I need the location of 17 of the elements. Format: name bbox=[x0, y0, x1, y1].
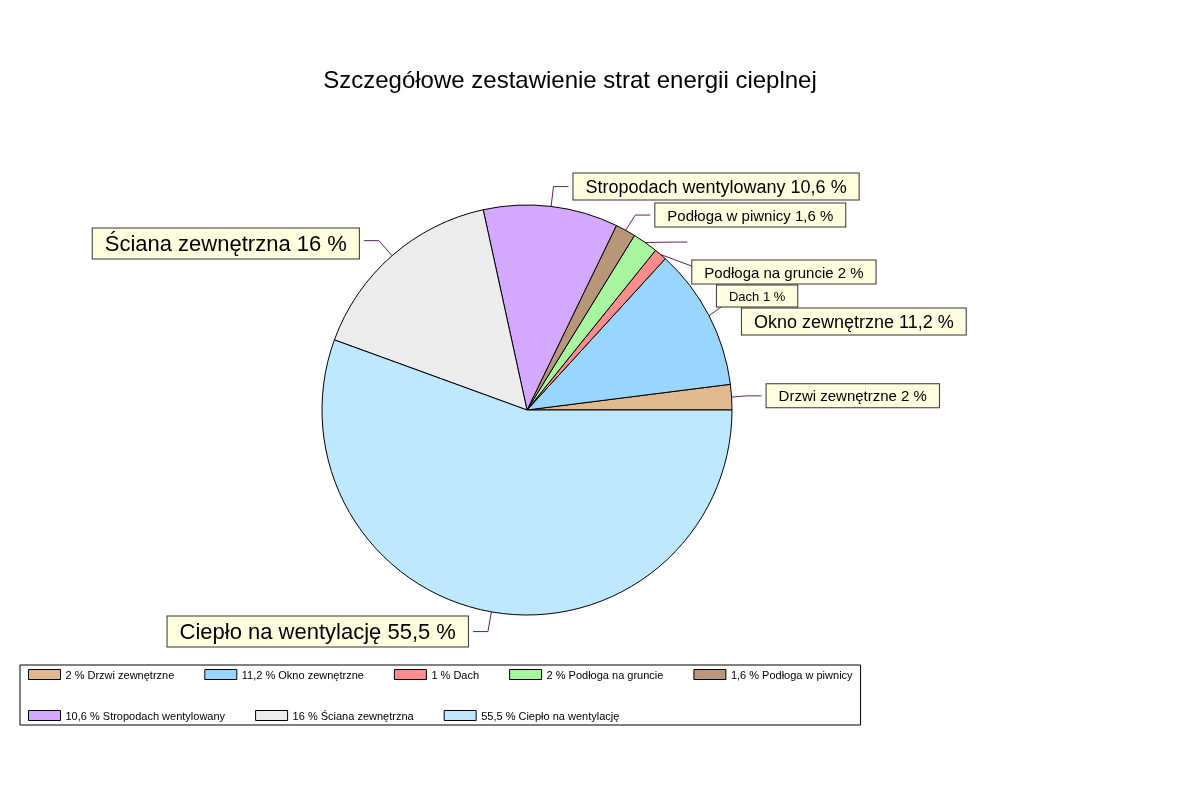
legend-label: 1 % Dach bbox=[431, 668, 480, 681]
category-label: Dach 1 % bbox=[728, 288, 786, 304]
slice-label: Drzwi zewnętrzne 2 % bbox=[778, 387, 927, 405]
slice-label: Podłoga na gruncie 2 % bbox=[704, 263, 864, 281]
legend-label: 11,2 % Okno zewnętrzne bbox=[241, 668, 364, 681]
legend-label: 55,5 % Ciepło na wentylację bbox=[481, 709, 620, 722]
legend-label: 2 % Podłoga na gruncie bbox=[546, 668, 664, 681]
legend-label: 16 % Ściana zewnętrzna bbox=[292, 709, 415, 722]
legend-label: 2 % Drzwi zewnętrzne bbox=[65, 668, 175, 681]
chart-title: Szczegółowe zestawienie strat energii cieplnej bbox=[323, 65, 817, 93]
legend-label: 10,6 % Stropodach wentylowany bbox=[65, 709, 226, 722]
slice-label: Okno zewnętrzne 11,2 % bbox=[753, 311, 954, 332]
slice-label: Podłoga w piwnicy 1,6 % bbox=[667, 206, 834, 224]
slice-label: Ciepło na wentylację 55,5 % bbox=[179, 619, 456, 645]
legend-label: 1,6 % Podłoga w piwnicy bbox=[730, 668, 854, 681]
slice-label: Stropodach wentylowany 10,6 % bbox=[585, 176, 847, 197]
slice-label: Ściana zewnętrzna 16 % bbox=[104, 231, 347, 257]
